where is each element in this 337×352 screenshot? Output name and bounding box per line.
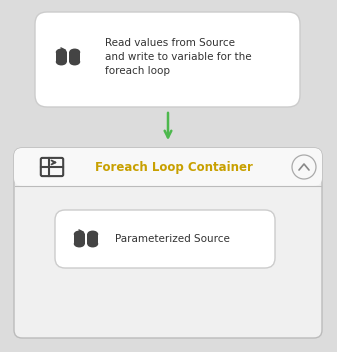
Circle shape bbox=[292, 155, 316, 179]
Ellipse shape bbox=[56, 58, 67, 65]
Ellipse shape bbox=[87, 240, 98, 247]
Ellipse shape bbox=[74, 231, 85, 238]
Text: Read values from Source
and write to variable for the
foreach loop: Read values from Source and write to var… bbox=[105, 38, 252, 76]
Ellipse shape bbox=[69, 58, 80, 65]
FancyBboxPatch shape bbox=[14, 148, 322, 186]
Bar bbox=[74, 234, 85, 244]
Bar bbox=[87, 234, 98, 244]
Text: Foreach Loop Container: Foreach Loop Container bbox=[95, 161, 253, 174]
Ellipse shape bbox=[87, 231, 98, 238]
FancyBboxPatch shape bbox=[35, 12, 300, 107]
FancyBboxPatch shape bbox=[55, 210, 275, 268]
Text: Parameterized Source: Parameterized Source bbox=[115, 234, 230, 244]
Ellipse shape bbox=[69, 49, 80, 56]
Bar bbox=[56, 52, 67, 62]
FancyBboxPatch shape bbox=[14, 148, 322, 338]
Ellipse shape bbox=[56, 49, 67, 56]
Ellipse shape bbox=[74, 240, 85, 247]
Bar bbox=[69, 52, 80, 62]
